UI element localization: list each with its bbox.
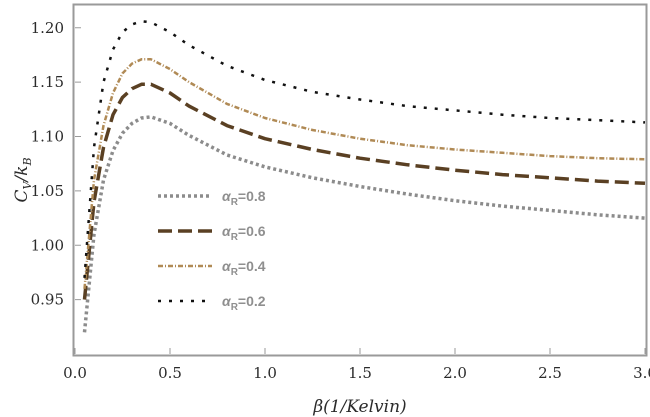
x-tick-label: 1.5	[348, 364, 372, 382]
y-tick-label: 1.15	[31, 73, 64, 91]
y-tick-label: 1.20	[31, 19, 64, 37]
y-tick-label: 1.10	[31, 128, 64, 146]
x-tick-label: 0.5	[158, 364, 182, 382]
ticks-layer: 0.0 0.5 1.0 1.5 2.0 2.5 3.0 0.95 1.00 1.05 1.10 1.1…	[31, 19, 650, 382]
series-line-1	[82, 115, 646, 333]
series-layer	[82, 19, 646, 333]
y-axis-title-slash: /k	[12, 166, 32, 184]
series-line-4	[83, 19, 646, 278]
series-line-3	[83, 58, 646, 289]
x-axis-title: β(1/Kelvin)	[312, 397, 406, 417]
x-tick-label: 3.0	[633, 364, 650, 382]
y-axis-title-sub-b: B	[21, 157, 34, 166]
y-tick-label: 1.05	[31, 182, 64, 200]
legend-label: αR=0.8	[222, 188, 266, 208]
x-tick-label: 0.0	[63, 364, 87, 382]
legend: αR=0.8 αR=0.6 αR=0.4 αR=0.2	[158, 188, 266, 313]
y-axis-title-sub-v: V	[21, 181, 34, 190]
y-axis-title: CV/kB	[12, 157, 34, 202]
y-tick-label: 0.95	[31, 291, 64, 309]
legend-label: αR=0.2	[222, 293, 266, 313]
y-tick-label: 1.00	[31, 236, 64, 254]
y-axis-title-c: C	[12, 190, 32, 203]
svg-text:CV/kB: CV/kB	[12, 157, 34, 202]
plot-frame	[72, 3, 648, 357]
x-tick-label: 2.0	[443, 364, 467, 382]
legend-label: αR=0.4	[222, 258, 266, 278]
x-tick-label: 1.0	[253, 364, 277, 382]
legend-label: αR=0.6	[222, 223, 266, 243]
series-line-2	[82, 82, 646, 300]
x-tick-label: 2.5	[538, 364, 562, 382]
